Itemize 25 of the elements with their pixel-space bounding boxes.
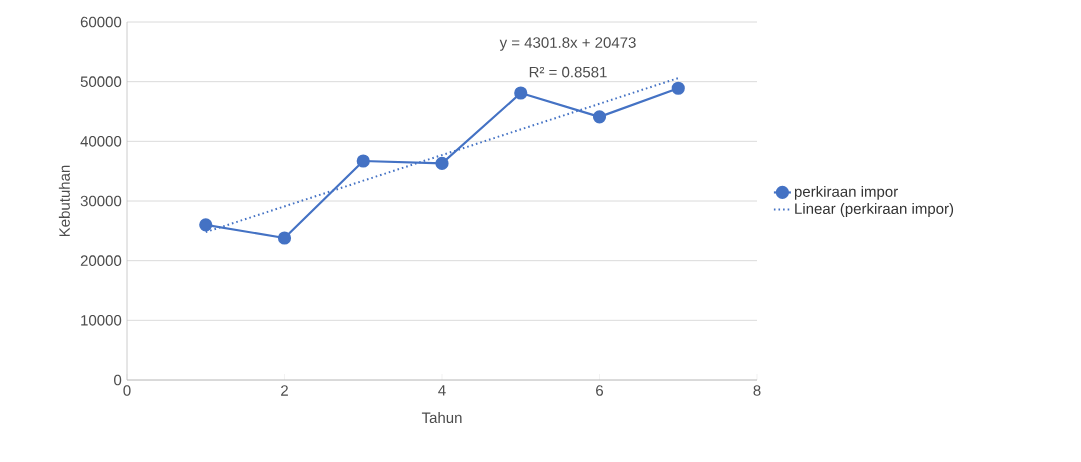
point bbox=[435, 156, 449, 171]
annotation: R² = 0.8581 bbox=[529, 66, 607, 78]
y-tick-label: 0 bbox=[114, 374, 122, 386]
point bbox=[199, 218, 213, 232]
point bbox=[514, 86, 528, 100]
y-tick-label: 10000 bbox=[81, 315, 122, 326]
legend-label: Linear (perkiraan impor) bbox=[795, 202, 954, 217]
annotation: y = 4301.8x + 20473 bbox=[499, 37, 636, 51]
legend-label: perkiraan impor bbox=[794, 185, 898, 200]
point bbox=[356, 154, 370, 168]
x-tick-label: 0 bbox=[123, 385, 131, 396]
x-axis-title: Tahun bbox=[421, 412, 462, 424]
y-tick-label: 60000 bbox=[80, 16, 122, 28]
y-tick-label: 40000 bbox=[80, 136, 122, 147]
x-tick-label: 6 bbox=[596, 385, 604, 396]
x-tick-label: 8 bbox=[753, 385, 761, 396]
point bbox=[277, 231, 292, 245]
y-tick-label: 20000 bbox=[80, 255, 122, 266]
x-tick-label: 2 bbox=[281, 385, 288, 396]
y-axis-title: Kebutuhan bbox=[58, 165, 70, 237]
y-tick-label: 50000 bbox=[80, 76, 122, 87]
point bbox=[671, 81, 685, 95]
x-tick-label: 4 bbox=[438, 385, 446, 396]
point bbox=[592, 110, 607, 124]
y-tick-label: 30000 bbox=[80, 195, 122, 207]
